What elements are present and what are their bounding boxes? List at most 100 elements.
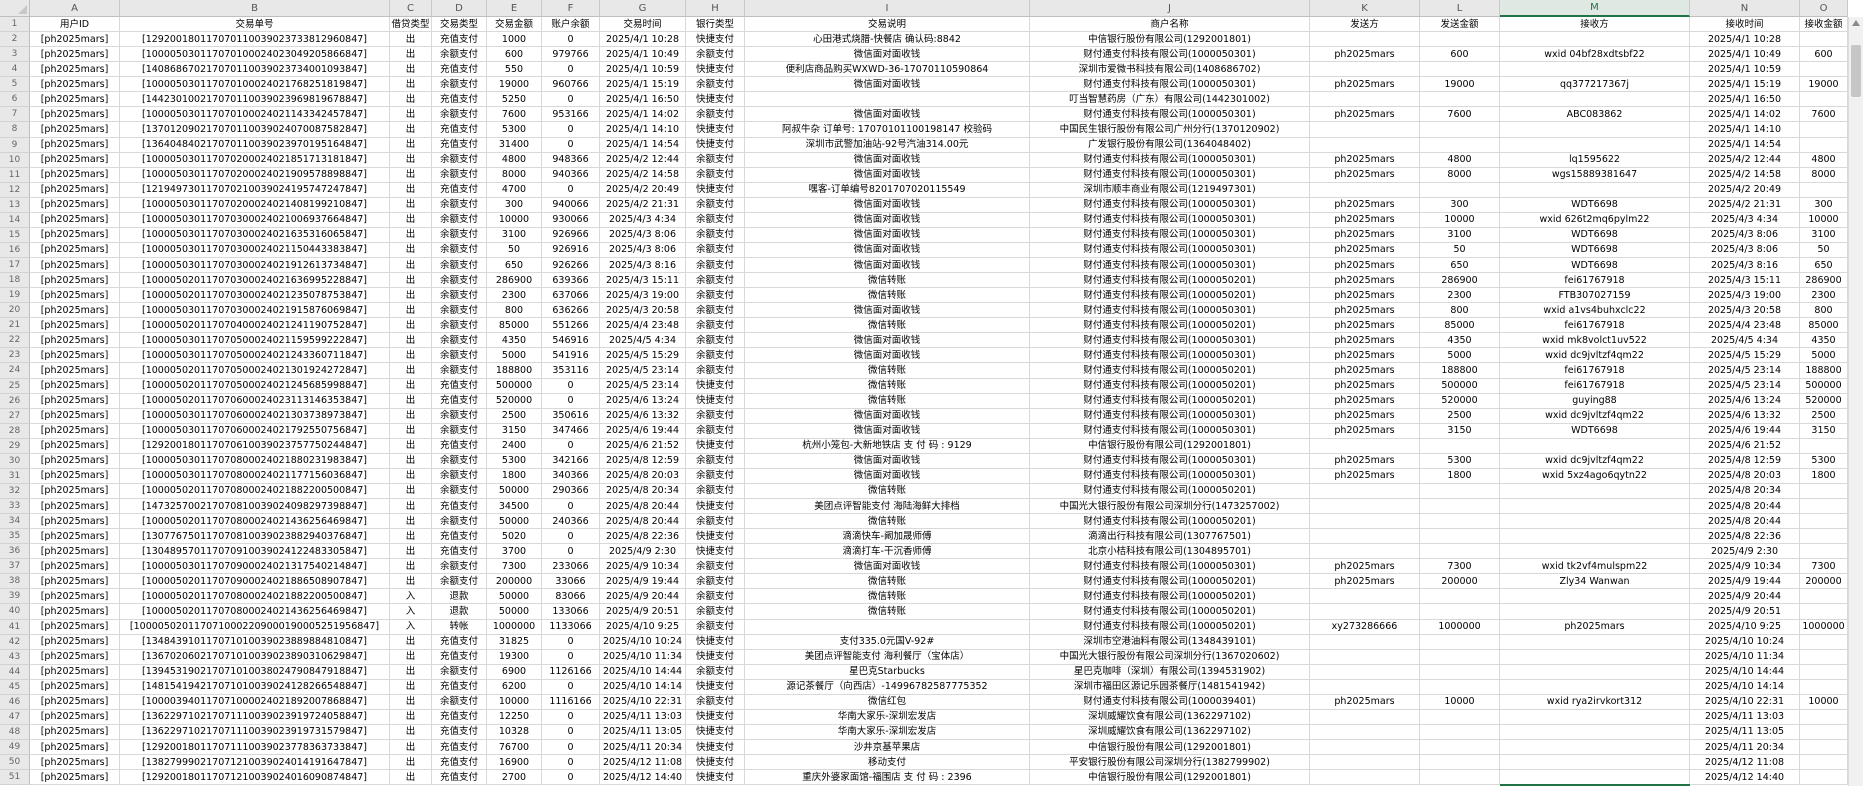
cell[interactable]: 出: [390, 679, 432, 695]
cell[interactable]: [ph2025mars]: [30, 167, 120, 183]
cell[interactable]: 0: [542, 649, 600, 665]
cell[interactable]: 0: [542, 740, 600, 756]
cell[interactable]: 948366: [542, 152, 600, 168]
cell[interactable]: 出: [390, 408, 432, 424]
cell[interactable]: 财付通支付科技有限公司(1000050301): [1030, 453, 1310, 469]
cell[interactable]: [1800, 438, 1848, 454]
cell[interactable]: 33066: [542, 574, 600, 590]
row-number[interactable]: 38: [0, 574, 30, 590]
cell[interactable]: 中国民生银行股份有限公司广州分行(1370120902): [1030, 122, 1310, 138]
cell[interactable]: 财付通支付科技有限公司(1000050301): [1030, 348, 1310, 364]
cell[interactable]: 深圳市空港油料有限公司(1348439101): [1030, 634, 1310, 650]
cell[interactable]: 充值支付: [432, 182, 487, 198]
cell[interactable]: 快捷支付: [686, 499, 745, 515]
cell[interactable]: 余额支付: [686, 348, 745, 364]
cell[interactable]: ph2025mars: [1500, 619, 1690, 635]
cell[interactable]: [1420, 649, 1500, 665]
cell[interactable]: 500000: [1420, 378, 1500, 394]
cell[interactable]: 600: [1800, 47, 1848, 63]
cell[interactable]: qq377217367j: [1500, 77, 1690, 93]
cell[interactable]: 退款: [432, 589, 487, 605]
cell[interactable]: [ph2025mars]: [30, 438, 120, 454]
cell[interactable]: [ph2025mars]: [30, 755, 120, 771]
cell[interactable]: [ph2025mars]: [30, 273, 120, 289]
cell[interactable]: 2025/4/2 12:44: [600, 152, 686, 168]
cell[interactable]: 充值支付: [432, 634, 487, 650]
cell[interactable]: 940066: [542, 197, 600, 213]
cell[interactable]: 余额支付: [686, 288, 745, 304]
cell[interactable]: 财付通支付科技有限公司(1000050201): [1030, 514, 1310, 530]
cell[interactable]: [ph2025mars]: [30, 423, 120, 439]
cell[interactable]: 5000: [1420, 348, 1500, 364]
cell[interactable]: [1500, 32, 1690, 48]
cell[interactable]: [ph2025mars]: [30, 32, 120, 48]
cell[interactable]: 余额支付: [686, 589, 745, 605]
row-number[interactable]: 25: [0, 378, 30, 394]
cell[interactable]: 1800: [487, 468, 542, 484]
cell[interactable]: 2025/4/3 19:00: [600, 288, 686, 304]
cell[interactable]: 余额支付: [686, 453, 745, 469]
cell[interactable]: [ph2025mars]: [30, 740, 120, 756]
cell[interactable]: 出: [390, 664, 432, 680]
cell[interactable]: [ph2025mars]: [30, 303, 120, 319]
cell[interactable]: 2025/4/8 20:44: [600, 499, 686, 515]
cell[interactable]: 2025/4/1 14:54: [1690, 137, 1800, 153]
cell[interactable]: 充值支付: [432, 544, 487, 560]
cell[interactable]: 余额支付: [432, 273, 487, 289]
cell[interactable]: 2400: [487, 438, 542, 454]
cell[interactable]: 2025/4/1 14:10: [600, 122, 686, 138]
cell[interactable]: [ph2025mars]: [30, 363, 120, 379]
cell[interactable]: [ph2025mars]: [30, 544, 120, 560]
row-number[interactable]: 50: [0, 755, 30, 771]
cell[interactable]: [121949730117070210039024195747247847]: [120, 182, 390, 198]
row-number[interactable]: 16: [0, 242, 30, 258]
field-header-cell[interactable]: 发送金额: [1420, 17, 1500, 33]
cell[interactable]: [1310, 755, 1420, 771]
cell[interactable]: [1420, 770, 1500, 786]
vertical-scrollbar[interactable]: [1848, 17, 1863, 786]
cell[interactable]: 快捷支付: [686, 92, 745, 108]
cell[interactable]: 2025/4/2 14:58: [1690, 167, 1800, 183]
cell[interactable]: 出: [390, 740, 432, 756]
cell[interactable]: [1310, 182, 1420, 198]
cell[interactable]: 340366: [542, 468, 600, 484]
cell[interactable]: 5250: [487, 92, 542, 108]
cell[interactable]: 嘿客-订单编号8201707020115549: [745, 182, 1030, 198]
cell[interactable]: 快捷支付: [686, 137, 745, 153]
column-header-H[interactable]: H: [686, 0, 745, 17]
cell[interactable]: 500000: [1800, 378, 1848, 394]
cell[interactable]: [ph2025mars]: [30, 182, 120, 198]
field-header-cell[interactable]: 借贷类型: [390, 17, 432, 33]
cell[interactable]: 2025/4/3 8:16: [1690, 258, 1800, 274]
cell[interactable]: [1800, 137, 1848, 153]
cell[interactable]: 余额支付: [432, 514, 487, 530]
cell[interactable]: 2025/4/12 11:08: [600, 755, 686, 771]
cell[interactable]: 2025/4/6 13:24: [600, 393, 686, 409]
cell[interactable]: [139453190217071010038024790847918847]: [120, 664, 390, 680]
cell[interactable]: 8000: [1800, 167, 1848, 183]
row-number[interactable]: 46: [0, 694, 30, 710]
cell[interactable]: [1800, 664, 1848, 680]
column-header-L[interactable]: L: [1420, 0, 1500, 17]
cell[interactable]: [100005030117070900024021317540214847]: [120, 559, 390, 575]
cell[interactable]: 85000: [1420, 318, 1500, 334]
cell[interactable]: 4350: [1420, 333, 1500, 349]
cell[interactable]: 2025/4/2 21:31: [1690, 197, 1800, 213]
row-number[interactable]: 47: [0, 709, 30, 725]
cell[interactable]: 200000: [487, 574, 542, 590]
cell[interactable]: 2025/4/8 20:34: [600, 483, 686, 499]
cell[interactable]: 中国光大银行股份有限公司深圳分行(1367020602): [1030, 649, 1310, 665]
field-header-cell[interactable]: 接收金额: [1800, 17, 1848, 33]
cell[interactable]: [ph2025mars]: [30, 242, 120, 258]
cell[interactable]: 0: [542, 378, 600, 394]
cell[interactable]: 出: [390, 393, 432, 409]
cell[interactable]: 快捷支付: [686, 182, 745, 198]
cell[interactable]: 300: [1800, 197, 1848, 213]
cell[interactable]: [ph2025mars]: [30, 724, 120, 740]
cell[interactable]: 2025/4/3 15:11: [1690, 273, 1800, 289]
cell[interactable]: 2025/4/1 10:59: [1690, 62, 1800, 78]
cell[interactable]: [ph2025mars]: [30, 709, 120, 725]
cell[interactable]: [ph2025mars]: [30, 107, 120, 123]
field-header-cell[interactable]: 银行类型: [686, 17, 745, 33]
cell[interactable]: [100005020117070500024021301924272847]: [120, 363, 390, 379]
